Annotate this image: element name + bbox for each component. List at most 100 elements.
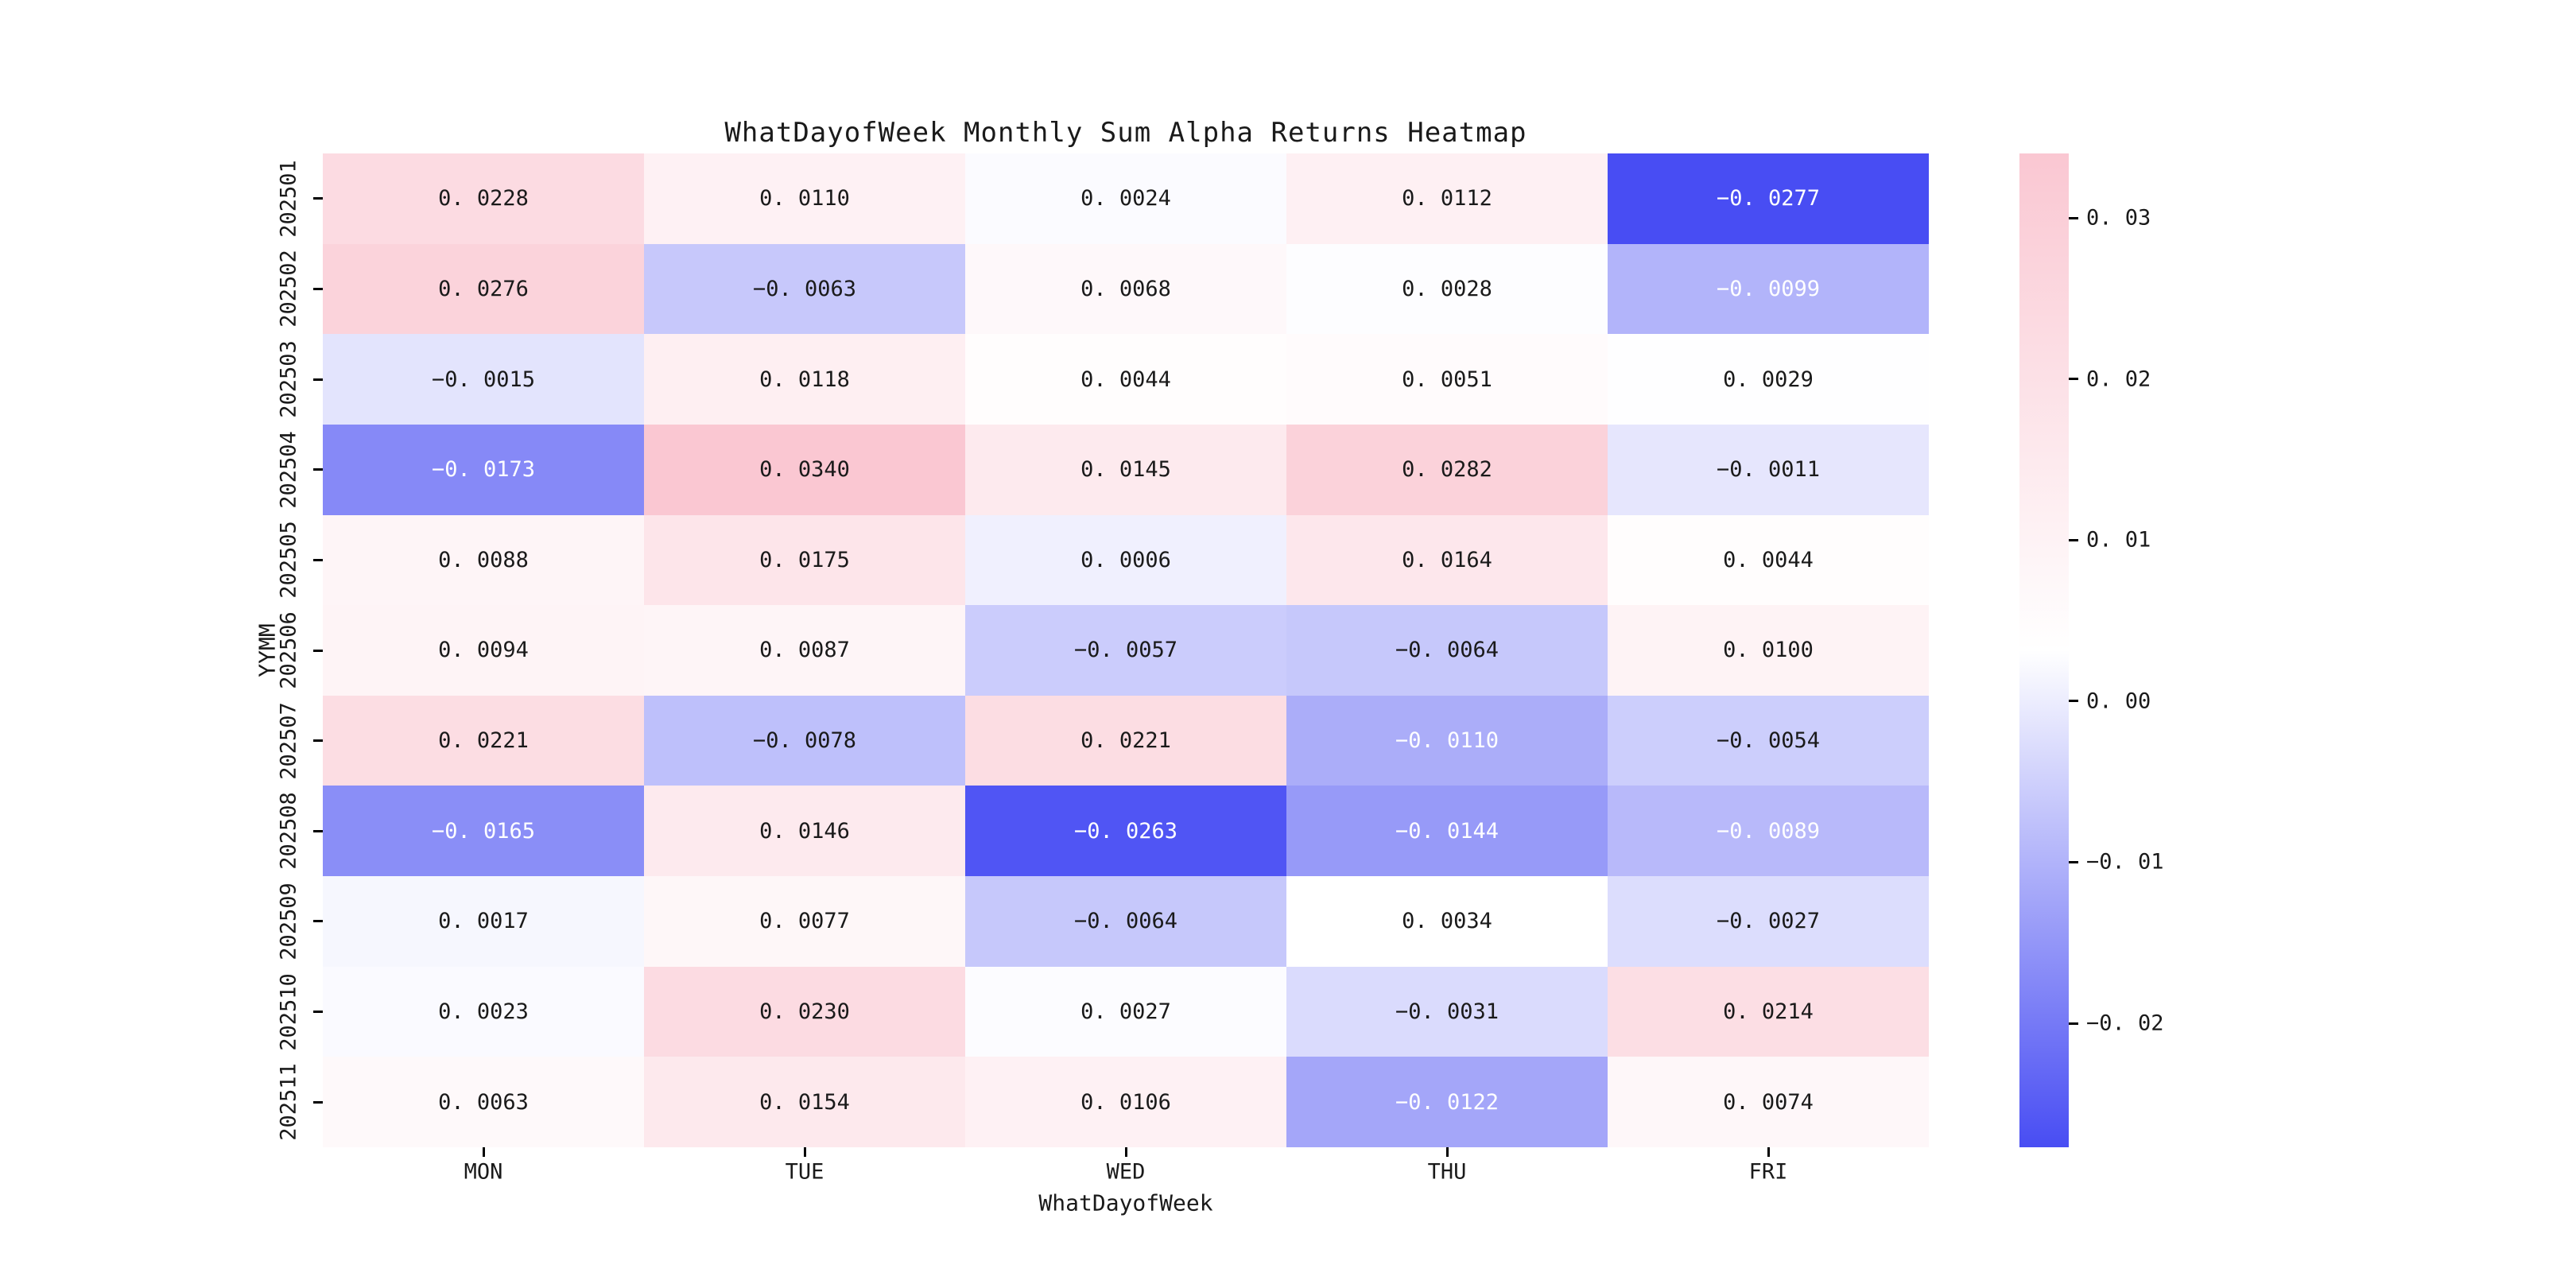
heatmap-cell-202502-MON: 0. 0276 (323, 243, 644, 335)
heatmap-cell-202503-FRI: 0. 0029 (1608, 334, 1929, 425)
heatmap-cell-202506-FRI: 0. 0100 (1608, 605, 1929, 696)
colorbar-tick-label: 0. 02 (2086, 367, 2151, 392)
heatmap-cell-202511-THU: −0. 0122 (1286, 1057, 1608, 1147)
y-tick-mark (313, 920, 323, 923)
heatmap-cell-202511-TUE: 0. 0154 (644, 1057, 965, 1147)
heatmap-cell-202506-MON: 0. 0094 (323, 605, 644, 696)
colorbar-tick-mark (2069, 1022, 2078, 1025)
y-tick-label: 202501 (276, 160, 301, 238)
y-tick-mark (313, 558, 323, 561)
x-tick-mark (803, 1147, 806, 1157)
heatmap-cell-202510-TUE: 0. 0230 (644, 966, 965, 1057)
heatmap-cell-202502-FRI: −0. 0099 (1608, 243, 1929, 335)
heatmap-cell-202503-WED: 0. 0044 (965, 334, 1286, 425)
colorbar-tick-label: 0. 03 (2086, 205, 2151, 231)
colorbar-tick-mark (2069, 538, 2078, 541)
y-tick-mark (313, 739, 323, 743)
heatmap-cell-202501-WED: 0. 0024 (965, 153, 1286, 244)
heatmap-cell-202511-MON: 0. 0063 (323, 1057, 644, 1147)
x-tick-label: FRI (1748, 1159, 1788, 1185)
x-axis-label: WhatDayofWeek (1038, 1189, 1213, 1216)
y-tick-label: 202503 (276, 340, 301, 418)
heatmap-cell-202503-THU: 0. 0051 (1286, 334, 1608, 425)
y-tick-mark (313, 649, 323, 652)
heatmap-cell-202511-WED: 0. 0106 (965, 1057, 1286, 1147)
y-tick-label: 202507 (276, 701, 301, 780)
y-tick-label: 202510 (276, 972, 301, 1051)
heatmap-cell-202506-WED: −0. 0057 (965, 605, 1286, 696)
heatmap-cell-202507-TUE: −0. 0078 (644, 695, 965, 786)
x-tick-label: THU (1427, 1159, 1467, 1185)
heatmap-cell-202507-MON: 0. 0221 (323, 695, 644, 786)
heatmap-cell-202504-TUE: 0. 0340 (644, 424, 965, 515)
colorbar-tick-label: 0. 01 (2086, 527, 2151, 553)
x-tick-mark (1445, 1147, 1449, 1157)
chart-title: WhatDayofWeek Monthly Sum Alpha Returns … (724, 117, 1527, 149)
y-tick-mark (313, 1011, 323, 1014)
heatmap-cell-202510-MON: 0. 0023 (323, 966, 644, 1057)
heatmap-cell-202502-WED: 0. 0068 (965, 243, 1286, 335)
heatmap-cell-202509-FRI: −0. 0027 (1608, 876, 1929, 967)
heatmap-cell-202509-WED: −0. 0064 (965, 876, 1286, 967)
heatmap-cell-202508-TUE: 0. 0146 (644, 786, 965, 877)
heatmap-cell-202502-THU: 0. 0028 (1286, 243, 1608, 335)
heatmap-cell-202508-FRI: −0. 0089 (1608, 786, 1929, 877)
colorbar-tick-mark (2069, 700, 2078, 703)
colorbar-tick-label: −0. 02 (2086, 1011, 2164, 1036)
heatmap-cell-202506-THU: −0. 0064 (1286, 605, 1608, 696)
heatmap-cell-202501-TUE: 0. 0110 (644, 153, 965, 244)
x-tick-mark (1124, 1147, 1127, 1157)
heatmap-cell-202501-MON: 0. 0228 (323, 153, 644, 244)
x-tick-label: MON (464, 1159, 503, 1185)
x-tick-mark (482, 1147, 485, 1157)
x-tick-label: WED (1106, 1159, 1146, 1185)
heatmap-cell-202506-TUE: 0. 0087 (644, 605, 965, 696)
heatmap-cell-202504-MON: −0. 0173 (323, 424, 644, 515)
y-tick-mark (313, 1100, 323, 1104)
y-tick-label: 202509 (276, 883, 301, 960)
colorbar-tick-mark (2069, 216, 2078, 219)
heatmap-cell-202508-WED: −0. 0263 (965, 786, 1286, 877)
heatmap-cell-202505-MON: 0. 0088 (323, 514, 644, 606)
y-tick-label: 202511 (276, 1063, 301, 1141)
heatmap-cell-202508-THU: −0. 0144 (1286, 786, 1608, 877)
heatmap-cell-202508-MON: −0. 0165 (323, 786, 644, 877)
heatmap-cell-202507-THU: −0. 0110 (1286, 695, 1608, 786)
heatmap-cell-202505-THU: 0. 0164 (1286, 514, 1608, 606)
y-tick-mark (313, 197, 323, 200)
heatmap-cell-202501-FRI: −0. 0277 (1608, 153, 1929, 244)
x-tick-mark (1767, 1147, 1770, 1157)
colorbar-tick-label: 0. 00 (2086, 689, 2151, 714)
y-tick-label: 202504 (276, 430, 301, 509)
y-tick-mark (313, 287, 323, 290)
heatmap-cell-202504-WED: 0. 0145 (965, 424, 1286, 515)
heatmap-cell-202504-THU: 0. 0282 (1286, 424, 1608, 515)
y-tick-label: 202505 (276, 521, 301, 599)
heatmap-cell-202505-TUE: 0. 0175 (644, 514, 965, 606)
heatmap-cell-202501-THU: 0. 0112 (1286, 153, 1608, 244)
heatmap-grid: 0. 0228 0. 0110 0. 0024 0. 0112 −0. 0277 0. 0… (323, 153, 1929, 1147)
y-tick-label: 202508 (276, 792, 301, 871)
y-tick-mark (313, 468, 323, 471)
heatmap-cell-202505-FRI: 0. 0044 (1608, 514, 1929, 606)
heatmap-cell-202503-TUE: 0. 0118 (644, 334, 965, 425)
heatmap-cell-202509-TUE: 0. 0077 (644, 876, 965, 967)
heatmap-cell-202507-FRI: −0. 0054 (1608, 695, 1929, 786)
heatmap-cell-202509-MON: 0. 0017 (323, 876, 644, 967)
heatmap-cell-202504-FRI: −0. 0011 (1608, 424, 1929, 515)
heatmap-cell-202509-THU: 0. 0034 (1286, 876, 1608, 967)
x-tick-label: TUE (785, 1159, 824, 1185)
heatmap-cell-202503-MON: −0. 0015 (323, 334, 644, 425)
y-tick-label: 202506 (276, 611, 301, 689)
colorbar-tick-mark (2069, 378, 2078, 381)
colorbar-gradient (2019, 153, 2069, 1147)
heatmap-cell-202505-WED: 0. 0006 (965, 514, 1286, 606)
heatmap-cell-202507-WED: 0. 0221 (965, 695, 1286, 786)
y-tick-mark (313, 829, 323, 832)
colorbar-tick-mark (2069, 860, 2078, 863)
heatmap-cell-202510-THU: −0. 0031 (1286, 966, 1608, 1057)
heatmap-cell-202510-WED: 0. 0027 (965, 966, 1286, 1057)
colorbar-tick-label: −0. 01 (2086, 849, 2164, 875)
heatmap-cell-202510-FRI: 0. 0214 (1608, 966, 1929, 1057)
